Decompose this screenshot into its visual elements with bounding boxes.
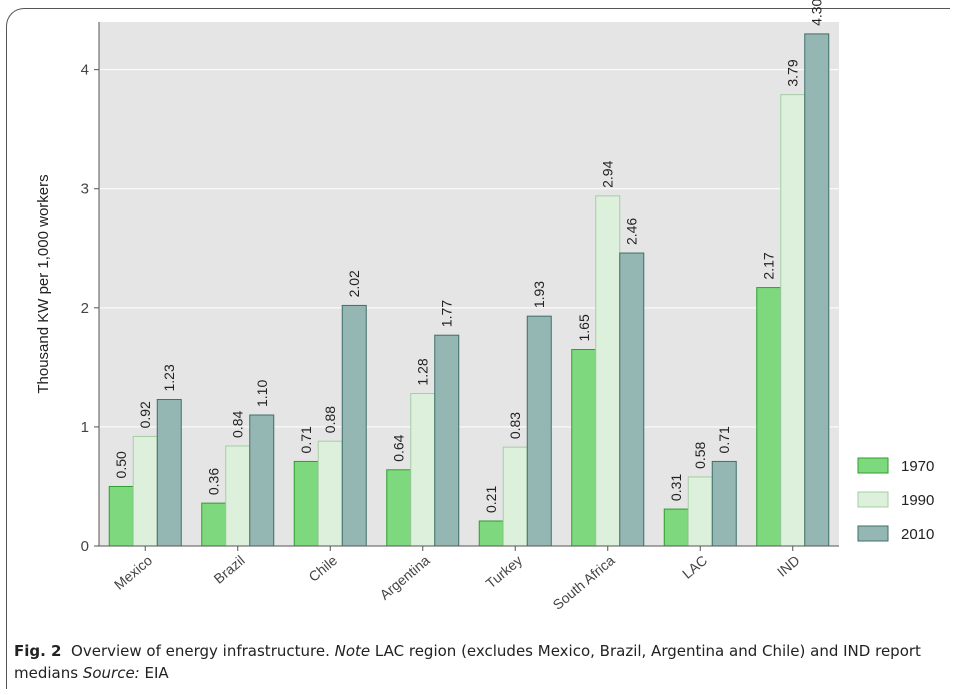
bar-2010: [156, 399, 182, 547]
x-tick-label: Argentina: [376, 552, 432, 603]
bar-1970: [293, 460, 319, 547]
x-tick-label: Chile: [305, 552, 340, 585]
figure-frame: [6, 8, 950, 689]
caption-text-1: Overview of energy infrastructure.: [71, 642, 330, 660]
bar-2010: [804, 33, 830, 547]
caption-fig-label: Fig. 2: [14, 642, 62, 660]
data-label: 1.10: [254, 380, 270, 407]
bar-1990: [225, 445, 251, 547]
bar-1970: [201, 502, 227, 547]
legend-label: 1990: [901, 492, 934, 509]
bar-1990: [595, 195, 621, 547]
data-label: 2.46: [624, 218, 640, 245]
bar-1970: [663, 508, 689, 547]
data-label: 3.79: [785, 59, 801, 86]
x-tick-label: LAC: [679, 552, 710, 582]
legend-swatch-1970: [857, 457, 889, 474]
data-label: 2.94: [600, 160, 616, 187]
data-label: 1.93: [531, 281, 547, 308]
bar-2010: [249, 414, 275, 547]
bar-2010: [711, 460, 737, 547]
data-label: 0.83: [507, 412, 523, 439]
legend-label: 2010: [901, 526, 934, 543]
x-tick-label: IND: [774, 552, 803, 580]
data-label: 2.17: [761, 252, 777, 279]
bar-1990: [687, 476, 713, 547]
plot-background: [99, 22, 839, 546]
bar-1990: [780, 94, 806, 547]
data-label: 1.65: [576, 314, 592, 341]
data-label: 0.21: [483, 486, 499, 513]
y-tick-label: 0: [81, 538, 89, 555]
y-tick-label: 1: [81, 419, 89, 436]
bar-2010: [341, 304, 367, 547]
caption-source-text: EIA: [144, 664, 169, 682]
bar-1970: [756, 287, 782, 547]
legend-label: 1970: [901, 458, 934, 475]
data-label: 0.71: [298, 426, 314, 453]
data-label: 4.30: [809, 0, 825, 26]
data-label: 1.77: [439, 300, 455, 327]
y-tick-label: 2: [81, 300, 89, 317]
x-tick-label: Turkey: [483, 552, 526, 591]
data-label: 0.92: [137, 401, 153, 428]
data-label: 0.36: [206, 468, 222, 495]
bar-1970: [108, 485, 134, 547]
caption-text-2: LAC region (excludes Mexico, Brazil, Arg…: [14, 642, 921, 682]
y-axis-label: Thousand KW per 1,000 workers: [35, 174, 52, 393]
data-label: 0.71: [716, 426, 732, 453]
data-label: 0.31: [668, 474, 684, 501]
y-tick-label: 3: [81, 181, 89, 198]
caption-source-label: Source:: [82, 664, 140, 682]
data-label: 0.64: [391, 434, 407, 461]
data-label: 2.02: [346, 270, 362, 297]
y-tick-label: 4: [81, 62, 89, 79]
bar-1970: [386, 469, 412, 547]
bar-2010: [619, 252, 645, 547]
bar-1990: [410, 393, 436, 547]
caption-note-label: Note: [334, 642, 371, 660]
legend-swatch-1990: [857, 491, 889, 508]
figure-caption: Fig. 2 Overview of energy infrastructure…: [14, 640, 949, 684]
legend-swatch-2010: [857, 525, 889, 542]
bar-1990: [132, 435, 158, 547]
bar-1990: [317, 440, 343, 547]
x-tick-label: Brazil: [211, 552, 248, 587]
data-label: 0.84: [230, 411, 246, 438]
data-label: 0.88: [322, 406, 338, 433]
data-label: 1.28: [415, 358, 431, 385]
data-label: 0.50: [113, 451, 129, 478]
bar-2010: [434, 334, 460, 547]
data-label: 0.58: [692, 441, 708, 468]
x-tick-label: Mexico: [111, 552, 155, 593]
bar-1970: [571, 349, 597, 547]
bar-chart: 0 1 2 3 4 Thousand KW per 1,000 workers 0.50 0.…: [35, 0, 934, 613]
x-tick-label: South Africa: [550, 552, 618, 613]
data-label: 1.23: [161, 364, 177, 391]
bar-1970: [478, 520, 504, 547]
bar-1990: [502, 446, 528, 547]
bar-2010: [526, 315, 552, 547]
